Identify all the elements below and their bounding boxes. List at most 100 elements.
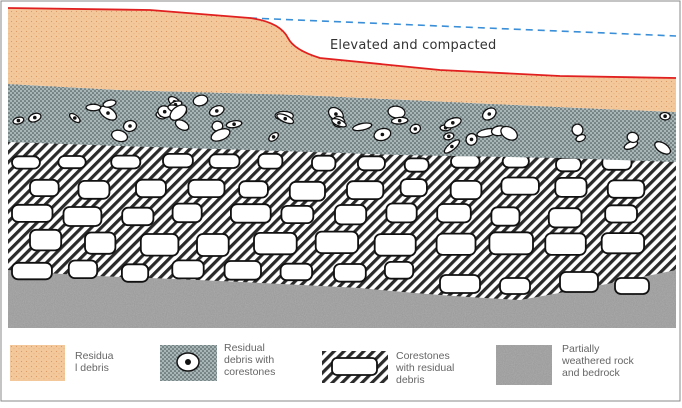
corestone [121, 206, 155, 227]
corestone [229, 203, 272, 224]
legend-label-corestones: Corestones with residual debris [396, 350, 455, 386]
legend-swatch-corestone [331, 357, 378, 376]
corestone [29, 178, 60, 198]
corestone [614, 277, 650, 295]
annotation-elevated-compacted: Elevated and compacted [330, 38, 497, 53]
debris-clast [110, 129, 129, 143]
debris-clast [68, 112, 81, 124]
legend-label-weathered-rock: Partially weathered rock and bedrock [562, 343, 634, 379]
corestone [399, 178, 428, 198]
corestone [606, 179, 646, 199]
debris-clast [623, 140, 639, 150]
corestone [559, 271, 599, 293]
debris-clast [122, 119, 138, 133]
debris-clast [331, 118, 347, 128]
debris-clast [192, 94, 209, 107]
debris-clast [659, 111, 671, 121]
corestone [135, 178, 167, 199]
debris-clast [465, 132, 478, 146]
corestone [288, 180, 326, 202]
debris-clast [654, 141, 672, 155]
corestone [223, 260, 262, 281]
corestone [554, 176, 588, 198]
debris-clast [500, 125, 518, 141]
original-surface-line [249, 17, 677, 37]
debris-clast [626, 131, 640, 144]
corestone [449, 179, 483, 200]
corestone [436, 203, 472, 224]
corestone [333, 263, 367, 283]
corestone [346, 180, 385, 200]
legend-swatches [10, 345, 552, 385]
clasts-group [12, 94, 672, 155]
corestone [29, 228, 63, 252]
corestones-group [11, 152, 650, 295]
corestone [110, 154, 142, 170]
debris-clast [28, 112, 42, 123]
debris-clast [169, 104, 188, 121]
debris-clast [443, 117, 462, 129]
corestone [450, 154, 481, 169]
debris-clast [575, 133, 587, 143]
corestone [257, 152, 284, 170]
corestone [311, 154, 337, 172]
corestone [385, 202, 418, 224]
debris-clast [409, 123, 422, 135]
corestone [604, 204, 638, 224]
corestone [280, 204, 315, 224]
debris-clast [85, 103, 102, 112]
corestone [208, 153, 241, 169]
debris-clast [352, 122, 373, 132]
debris-clast [390, 116, 409, 125]
corestone [499, 277, 531, 295]
residual-debris-layer [8, 8, 676, 112]
corestone [238, 180, 269, 199]
corestone [139, 233, 180, 257]
corestone [403, 157, 430, 173]
debris-clast [174, 119, 190, 131]
debris-clast [268, 131, 280, 142]
debris-clast [443, 139, 461, 154]
corestone [373, 233, 417, 257]
corestone [11, 261, 53, 281]
corestone [121, 263, 150, 283]
corestone [187, 178, 226, 199]
corestone [439, 274, 481, 294]
legend-swatch-residual-debris [10, 345, 65, 381]
corestone [490, 206, 521, 227]
corestone [314, 230, 360, 255]
debris-clast [12, 116, 25, 125]
corestone [547, 207, 583, 229]
corestone [555, 156, 582, 173]
corestone [77, 179, 111, 200]
corestone [383, 260, 415, 280]
corestone [84, 231, 117, 255]
corestone [356, 155, 386, 172]
corestone [162, 152, 194, 169]
debris-clast [481, 107, 497, 121]
corestone [57, 155, 87, 170]
debris-clast [102, 99, 117, 108]
corestone [196, 233, 230, 257]
corestone [67, 259, 99, 280]
corestone [62, 206, 103, 227]
corestone [171, 202, 203, 224]
corestone [544, 232, 587, 256]
legend-label-debris-with-corestones: Residual debris with corestones [224, 342, 276, 378]
ground-surface-line [7, 7, 677, 79]
corestone [171, 259, 205, 280]
corestone [600, 232, 646, 255]
corestone [334, 204, 368, 226]
corestone [488, 231, 534, 256]
debris-clast [208, 105, 225, 117]
corestone [11, 203, 54, 223]
legend-swatch-debris-clast [176, 352, 200, 372]
debris-clast [443, 132, 455, 141]
debris-clast [225, 119, 243, 129]
legend-label-residual-debris: Residua l debris [75, 350, 114, 374]
debris-clast [276, 113, 295, 125]
corestone [435, 232, 477, 256]
